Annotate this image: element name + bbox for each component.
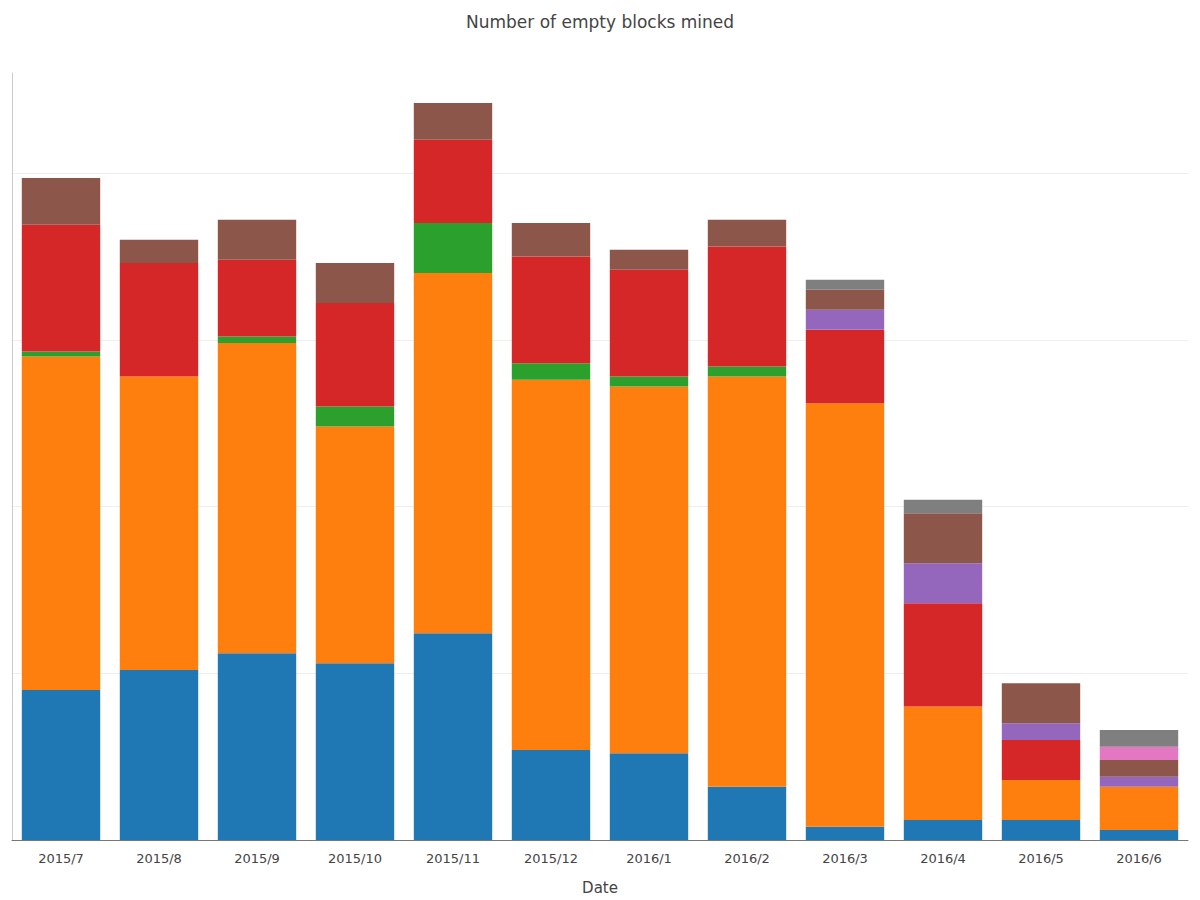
svg-text:2016/3: 2016/3	[822, 851, 868, 866]
svg-text:2015/8: 2015/8	[136, 851, 182, 866]
svg-text:Date: Date	[582, 879, 618, 897]
svg-text:2016/4: 2016/4	[920, 851, 966, 866]
svg-text:2016/6: 2016/6	[1116, 851, 1162, 866]
svg-text:2016/1: 2016/1	[626, 851, 672, 866]
svg-text:2015/9: 2015/9	[234, 851, 280, 866]
svg-text:2016/5: 2016/5	[1018, 851, 1064, 866]
svg-text:Number of empty blocks mined: Number of empty blocks mined	[466, 12, 734, 32]
svg-text:2015/7: 2015/7	[38, 851, 84, 866]
svg-text:2016/2: 2016/2	[724, 851, 770, 866]
svg-text:2015/11: 2015/11	[426, 851, 480, 866]
svg-text:2015/12: 2015/12	[524, 851, 578, 866]
svg-text:2015/10: 2015/10	[328, 851, 382, 866]
